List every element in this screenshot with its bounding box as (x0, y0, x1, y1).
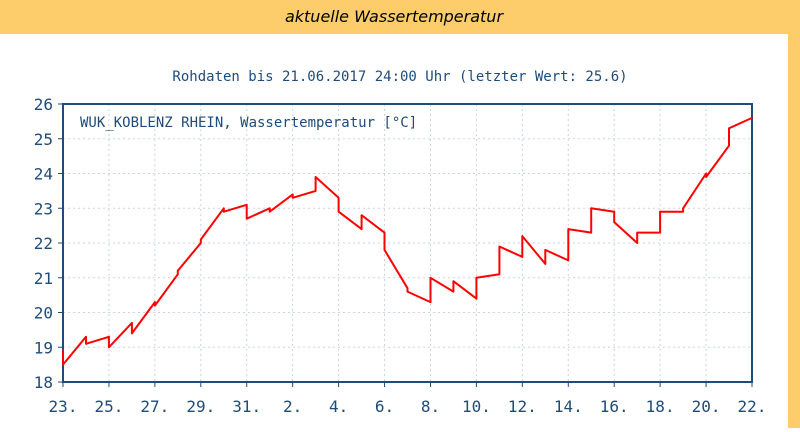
x-tick-label: 2. (283, 397, 302, 416)
data-point (429, 277, 432, 279)
data-point (337, 210, 340, 213)
chart-title: Rohdaten bis 21.06.2017 24:00 Uhr (letzt… (172, 69, 627, 85)
data-point (682, 207, 684, 210)
data-point (567, 228, 570, 230)
y-tick-label: 22 (34, 234, 53, 253)
data-point (245, 204, 248, 206)
y-tick-label: 21 (34, 269, 53, 288)
data-point (406, 290, 409, 293)
data-point (521, 256, 524, 258)
line-chart: Rohdaten bis 21.06.2017 24:00 Uhr (letzt… (34, 69, 767, 416)
data-point (108, 336, 110, 338)
y-tick-label: 20 (34, 304, 53, 323)
x-tick-label: 16. (600, 397, 629, 416)
page-title: aktuelle Wassertemperatur (284, 7, 504, 26)
chart-series (62, 116, 753, 366)
data-point (659, 210, 661, 213)
chart-container: Rohdaten bis 21.06.2017 24:00 Uhr (letzt… (0, 34, 788, 428)
y-tick-label: 23 (34, 199, 53, 218)
chart-grid (63, 104, 752, 382)
data-point (452, 280, 455, 282)
data-point (636, 242, 638, 244)
data-point (475, 297, 478, 300)
data-point (291, 197, 294, 199)
x-tick-label: 29. (186, 397, 215, 416)
data-point (383, 249, 386, 251)
data-point (200, 238, 202, 241)
data-point (452, 290, 455, 293)
data-point (659, 231, 661, 234)
data-point (521, 235, 524, 237)
data-point (337, 197, 340, 199)
data-point (177, 273, 179, 276)
x-tick-label: 25. (94, 397, 123, 416)
data-point (636, 231, 638, 234)
data-point (728, 127, 730, 130)
data-point (406, 287, 409, 289)
y-tick-label: 25 (34, 130, 53, 149)
data-point (291, 193, 294, 196)
data-point (590, 207, 592, 210)
data-point (383, 231, 386, 234)
data-point (268, 207, 271, 210)
right-border (788, 0, 800, 428)
data-point (705, 176, 707, 178)
x-tick-label: 31. (232, 397, 261, 416)
y-tick-label: 26 (34, 95, 53, 114)
data-point (177, 270, 179, 272)
data-point (62, 363, 64, 366)
x-tick-label: 10. (462, 397, 491, 416)
y-tick-label: 18 (34, 373, 53, 392)
x-tick-label: 8. (421, 397, 440, 416)
data-point (360, 214, 363, 216)
data-point (590, 231, 592, 234)
chart-ticks: 18 19 20 21 22 23 24 25 26 23. 25. 27. 29. 31. 2. 4. 6. 8… (34, 95, 767, 416)
data-point (154, 301, 156, 303)
data-point (613, 210, 615, 213)
data-point (223, 207, 225, 210)
data-point (705, 172, 707, 175)
series-line (62, 116, 753, 366)
x-tick-label: 23. (49, 397, 78, 416)
x-tick-label: 20. (692, 397, 721, 416)
legend-label: WUK_KOBLENZ RHEIN, Wassertemperatur [°C] (80, 115, 417, 131)
data-point (544, 249, 547, 251)
data-point (728, 144, 730, 147)
x-tick-label: 22. (738, 397, 767, 416)
data-point (131, 332, 133, 335)
data-point (223, 210, 225, 213)
x-tick-label: 18. (646, 397, 675, 416)
data-point (85, 336, 87, 338)
data-point (429, 301, 432, 303)
data-point (314, 176, 317, 178)
data-point (154, 304, 156, 307)
y-tick-label: 24 (34, 165, 53, 184)
data-point (131, 322, 133, 324)
x-tick-label: 6. (375, 397, 394, 416)
data-point (62, 349, 64, 352)
data-point (475, 277, 478, 279)
y-tick-label: 19 (34, 338, 53, 357)
data-point (498, 245, 501, 248)
data-point (245, 217, 248, 220)
data-point (314, 190, 317, 192)
data-point (613, 221, 615, 223)
data-point (200, 242, 202, 244)
data-point (567, 259, 570, 262)
x-tick-label: 14. (554, 397, 583, 416)
data-point (360, 228, 363, 230)
data-point (682, 210, 684, 213)
x-tick-label: 27. (140, 397, 169, 416)
data-point (498, 273, 501, 276)
data-point (751, 117, 753, 119)
data-point (108, 346, 110, 349)
x-tick-label: 4. (329, 397, 348, 416)
data-point (268, 210, 271, 213)
x-tick-label: 12. (508, 397, 537, 416)
data-point (544, 263, 547, 265)
data-point (85, 343, 87, 345)
